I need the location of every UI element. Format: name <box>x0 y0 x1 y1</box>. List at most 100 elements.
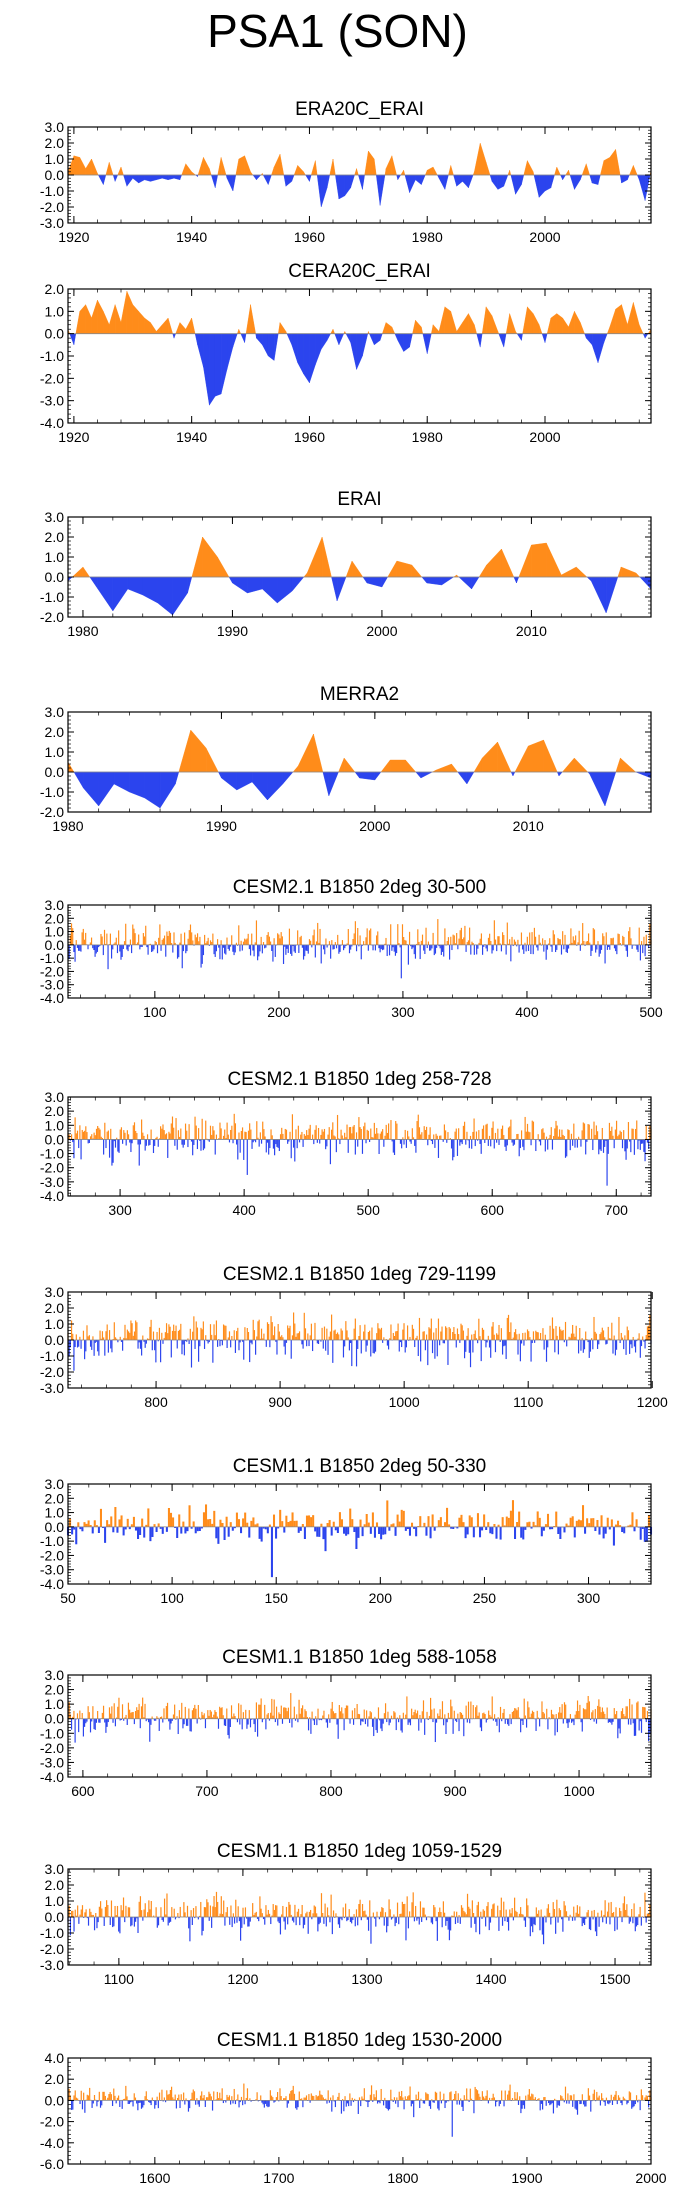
bar <box>279 1917 282 1935</box>
bar <box>423 944 425 951</box>
bar <box>317 922 319 945</box>
data-series <box>67 1891 652 1945</box>
area-segment <box>232 576 248 594</box>
bar <box>512 1917 514 1921</box>
bar <box>407 1718 409 1725</box>
bar <box>453 1139 455 1158</box>
bar <box>495 1526 498 1539</box>
area-segment <box>580 322 585 334</box>
y-tick-label: 1.0 <box>45 151 65 167</box>
bar <box>83 1917 85 1918</box>
bar <box>105 1718 107 1733</box>
bar <box>128 944 130 947</box>
bar <box>306 1716 308 1719</box>
bar <box>395 1331 397 1340</box>
bar <box>340 2100 343 2114</box>
bar <box>477 944 479 949</box>
bar <box>201 1917 203 1936</box>
bar <box>441 1326 443 1340</box>
bar <box>149 1718 151 1742</box>
area-segment <box>457 771 468 785</box>
bar <box>540 1526 543 1537</box>
bar <box>581 1130 583 1140</box>
bar <box>459 1139 461 1146</box>
bar <box>125 1905 127 1917</box>
bar <box>604 1337 606 1340</box>
bar <box>328 2100 330 2103</box>
bar <box>266 1714 268 1719</box>
bar <box>545 1136 548 1140</box>
area-segment <box>586 163 590 176</box>
plot-frame <box>67 1096 652 1197</box>
bar <box>167 1139 169 1158</box>
bar <box>524 1526 527 1530</box>
bar <box>258 1917 260 1922</box>
bar <box>269 1340 271 1348</box>
bar <box>354 1139 356 1155</box>
bar <box>102 1705 105 1719</box>
bar <box>457 944 459 950</box>
bar <box>469 1718 471 1724</box>
bar <box>461 2100 463 2107</box>
bar <box>633 1526 636 1532</box>
y-tick-label: 2.0 <box>45 1877 65 1893</box>
bar <box>374 1716 376 1719</box>
bar <box>510 1913 512 1917</box>
bar <box>641 1526 644 1529</box>
area-segment <box>354 771 360 779</box>
bar <box>365 937 367 945</box>
bar <box>194 1917 196 1919</box>
bar <box>404 1526 407 1531</box>
bar <box>157 1523 160 1527</box>
bar <box>569 1337 571 1340</box>
bar <box>366 1340 368 1346</box>
bar <box>600 944 603 950</box>
bar <box>93 1132 95 1140</box>
bar <box>308 1340 310 1347</box>
bar <box>559 1526 562 1539</box>
bar <box>118 930 120 945</box>
bar <box>327 2090 329 2101</box>
bar <box>290 2090 292 2101</box>
bar <box>278 934 280 945</box>
area-segment <box>576 566 588 578</box>
bar <box>71 2100 73 2110</box>
bar <box>321 2095 323 2101</box>
bar <box>287 1917 289 1925</box>
bar <box>637 1917 639 1925</box>
bar <box>81 1526 84 1532</box>
bar <box>189 1917 191 1942</box>
x-tick-label: 500 <box>639 1004 663 1020</box>
bar <box>120 944 122 960</box>
bar <box>148 1338 150 1340</box>
bar <box>364 1718 367 1725</box>
bar <box>355 1340 358 1367</box>
bar <box>320 1718 323 1721</box>
bar <box>609 1917 611 1925</box>
bar <box>139 1526 142 1535</box>
area-segment <box>98 771 115 807</box>
bar <box>363 1709 365 1719</box>
area-segment <box>309 174 312 182</box>
bar <box>283 1707 285 1719</box>
x-tick-label: 300 <box>391 1004 415 1020</box>
bar <box>506 1917 508 1922</box>
bar <box>161 1332 163 1340</box>
area-segment <box>162 317 169 334</box>
bar <box>497 936 499 945</box>
bar <box>165 944 167 957</box>
bar <box>485 944 487 949</box>
bar <box>126 1518 129 1527</box>
bar <box>357 927 359 945</box>
area-segment <box>138 174 145 184</box>
bar <box>385 1339 387 1340</box>
bar <box>621 1917 623 1923</box>
bar <box>172 1517 175 1527</box>
bar <box>300 1708 303 1719</box>
bar <box>542 1917 545 1945</box>
area-segment <box>215 174 218 188</box>
area-segment <box>159 771 176 809</box>
bar <box>537 1134 539 1140</box>
bar <box>74 1117 76 1140</box>
bar <box>319 928 321 945</box>
